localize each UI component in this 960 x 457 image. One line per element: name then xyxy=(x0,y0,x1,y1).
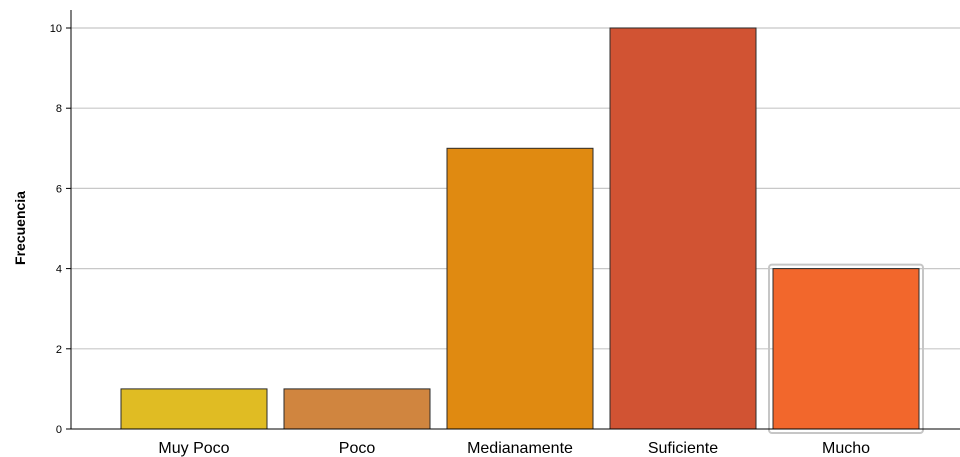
bar-mucho xyxy=(772,268,920,430)
y-tick-label: 6 xyxy=(56,183,62,195)
bar-poco xyxy=(283,388,431,430)
bar-selection-outline xyxy=(768,263,924,434)
x-category-label: Poco xyxy=(339,440,376,457)
x-category-label: Muy Poco xyxy=(158,440,229,457)
y-tick-label: 10 xyxy=(50,23,62,35)
y-tick-label: 2 xyxy=(56,344,62,356)
x-category-label: Mucho xyxy=(822,440,870,457)
y-tick-labels: 0 2 4 6 8 10 xyxy=(50,23,62,436)
y-tick-label: 4 xyxy=(56,264,62,276)
bar-muy-poco xyxy=(120,388,268,430)
x-category-labels: Muy Poco Poco Medianamente Suficiente Mucho xyxy=(158,440,870,457)
bar-medianamente xyxy=(446,147,594,430)
y-tick-label: 0 xyxy=(56,424,62,436)
bar-suficiente xyxy=(609,27,757,430)
axes xyxy=(66,10,960,430)
y-tick-label: 8 xyxy=(56,103,62,115)
bars xyxy=(120,27,924,434)
x-category-label: Suficiente xyxy=(648,440,718,457)
x-category-label: Medianamente xyxy=(467,440,573,457)
y-axis-label: Frecuencia xyxy=(12,191,28,265)
